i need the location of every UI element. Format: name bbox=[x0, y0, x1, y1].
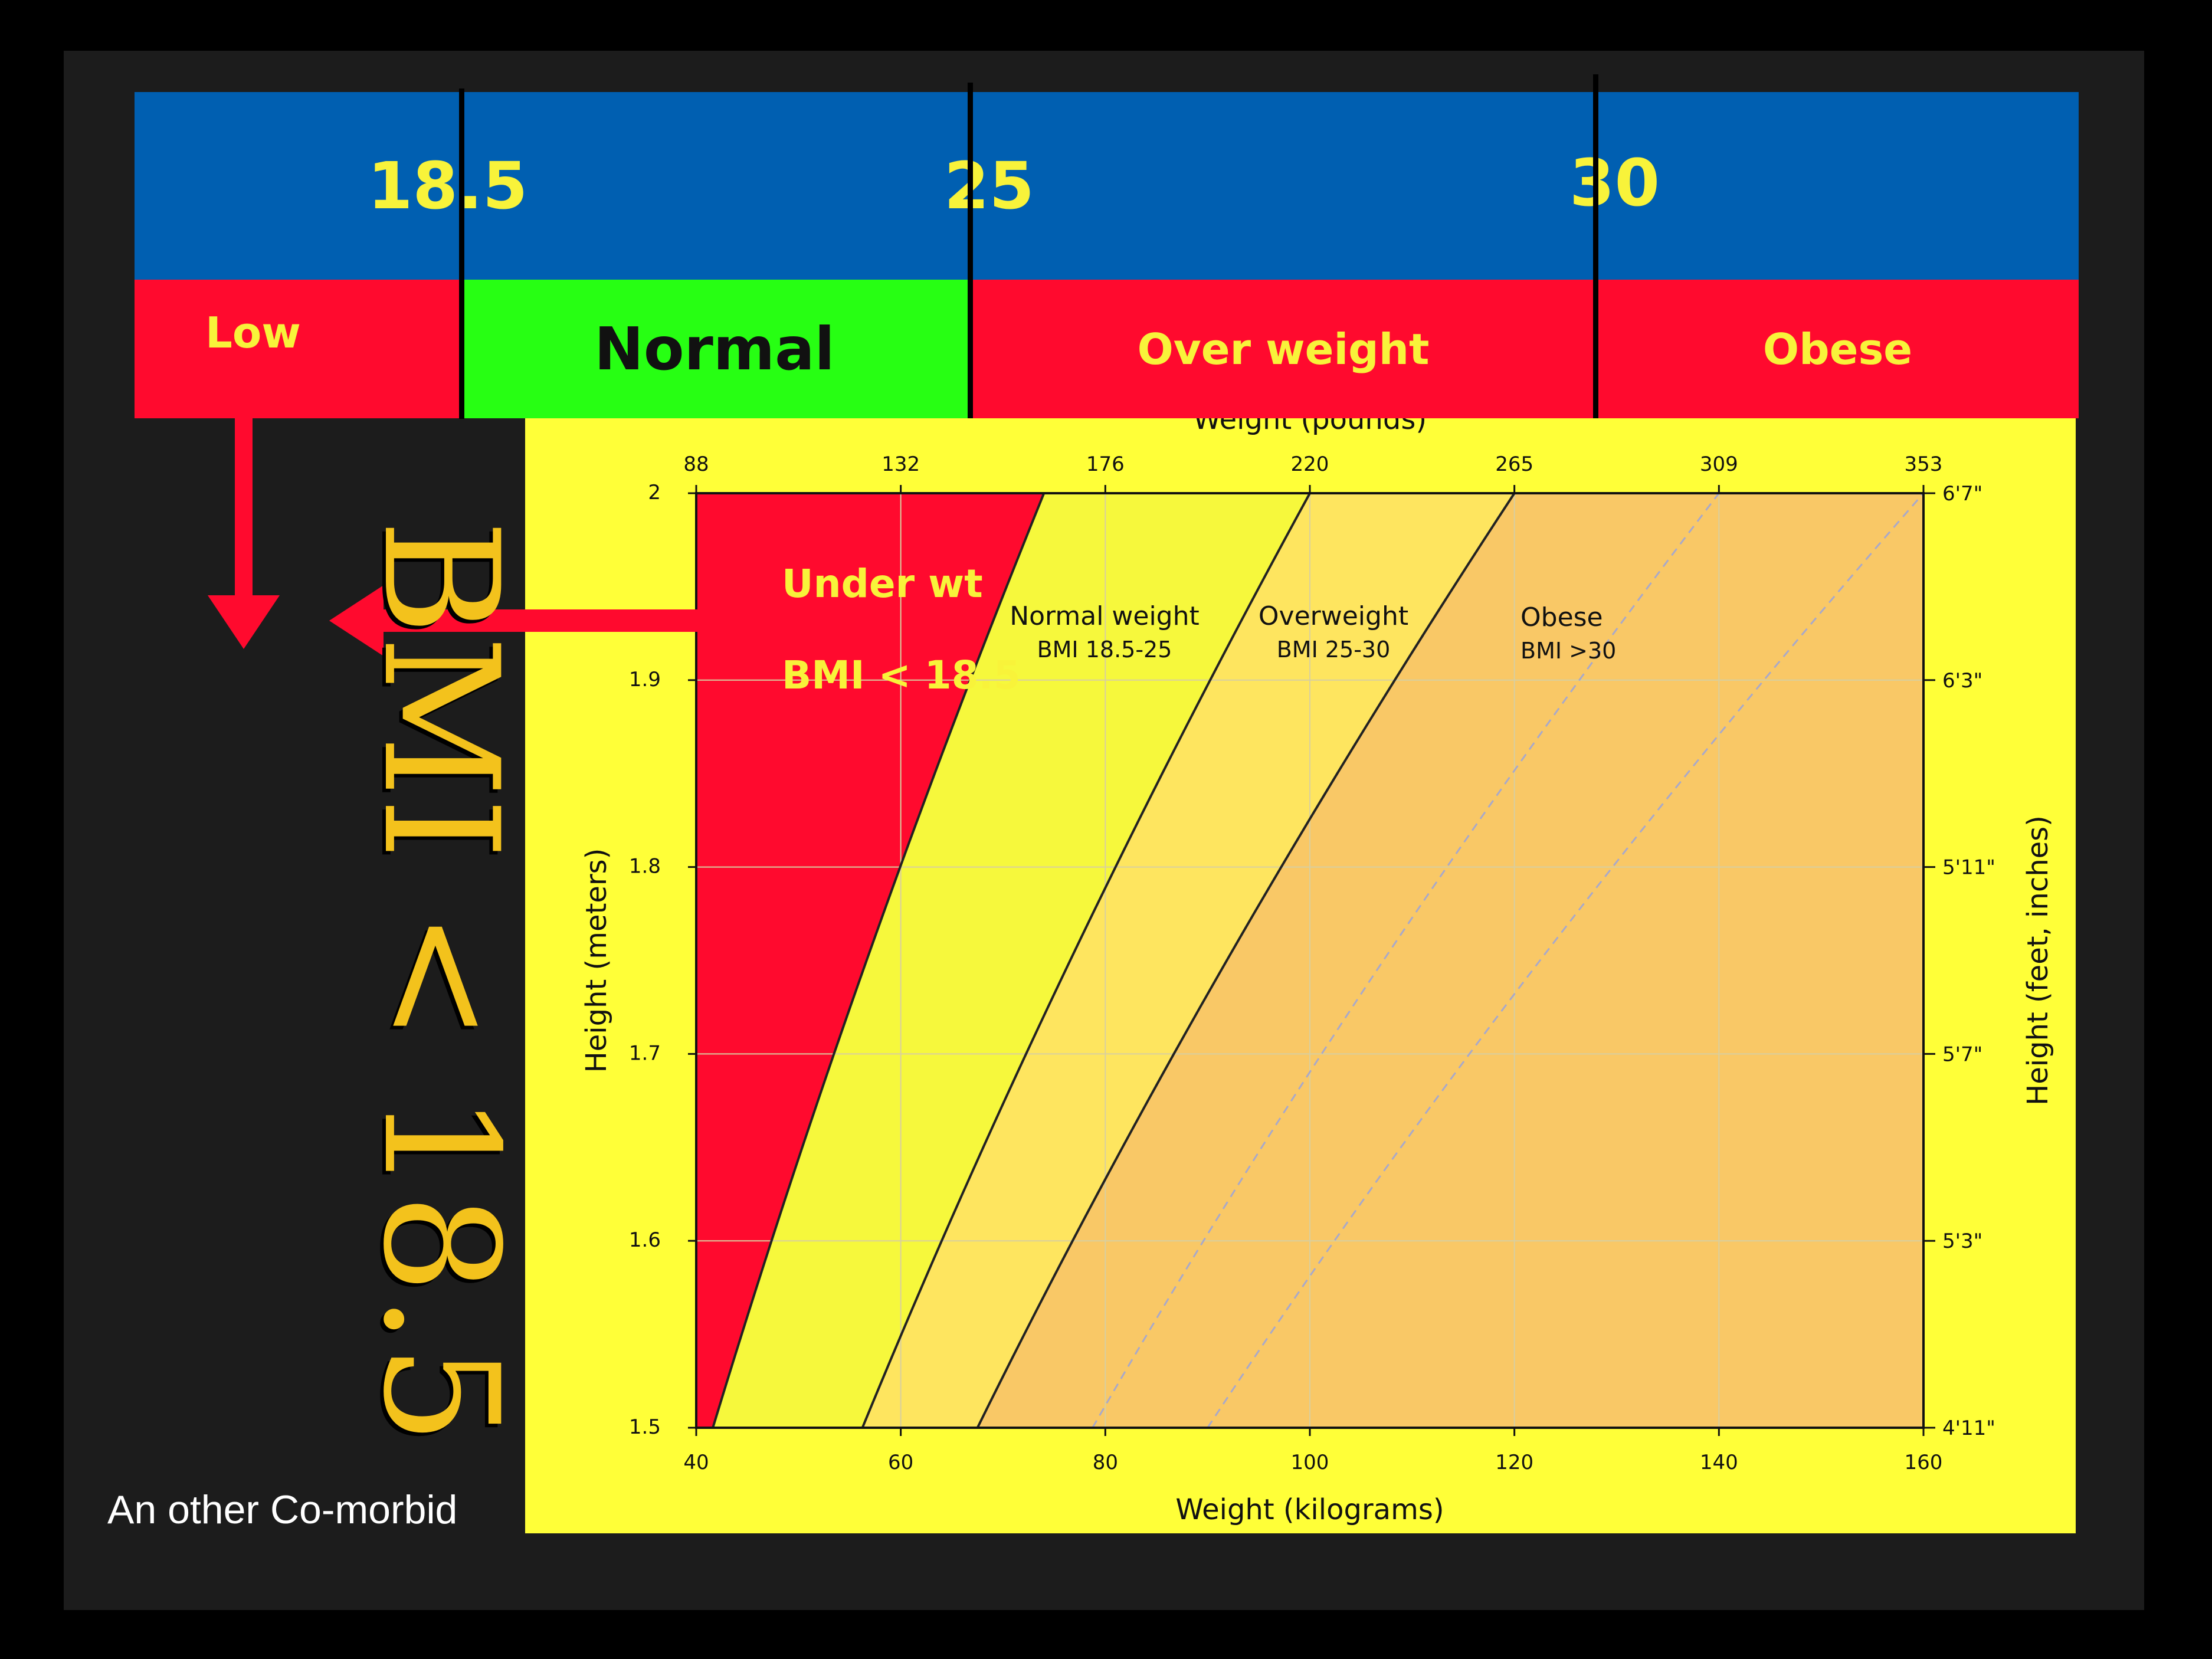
x2-tick-label-309: 309 bbox=[1700, 453, 1738, 476]
x2-tick-label-88: 88 bbox=[683, 453, 709, 476]
y2-tick-label-1.6: 5'3" bbox=[1942, 1230, 1982, 1253]
x2-tick-label-176: 176 bbox=[1086, 453, 1125, 476]
y-tick-label-2: 2 bbox=[648, 481, 661, 504]
bmi-line-30 bbox=[976, 493, 1516, 1428]
x-tick-label-40: 40 bbox=[683, 1451, 709, 1474]
bmi-scale-bar: 18.5 25 30 Low Normal Over weight Obese bbox=[135, 74, 2079, 419]
x2-tick-label-220: 220 bbox=[1291, 453, 1329, 476]
category-normal: Normal bbox=[459, 280, 970, 418]
y2-tick-label-2: 6'7" bbox=[1942, 482, 1982, 506]
bmi-line-25 bbox=[861, 493, 1311, 1428]
x2-tick-label-265: 265 bbox=[1495, 453, 1533, 476]
x-axis-title: Weight (kilograms) bbox=[1175, 1493, 1444, 1526]
y2-tick-label-1.5: 4'11" bbox=[1942, 1417, 1995, 1440]
x-tick-label-100: 100 bbox=[1291, 1451, 1329, 1474]
label-overweight-bmi: BMI 25-30 bbox=[1277, 637, 1391, 663]
label-overweight: Overweight bbox=[1259, 601, 1408, 631]
y2-axis-title: Height (feet, inches) bbox=[2021, 815, 2054, 1106]
bmi-chart: 40 60 80 100 120 140 160 88 132 176 220 265 309 353 1.… bbox=[525, 418, 2076, 1533]
plot-regions bbox=[696, 493, 1923, 1428]
label-obese-bmi: BMI >30 bbox=[1520, 638, 1616, 664]
x2-tick-label-353: 353 bbox=[1905, 453, 1943, 476]
category-obese: Obese bbox=[1597, 280, 2079, 418]
x-tick-label-120: 120 bbox=[1495, 1451, 1533, 1474]
region-normal-weight bbox=[713, 493, 1310, 1428]
divider-30 bbox=[1593, 74, 1598, 419]
y2-tick-label-1.8: 5'11" bbox=[1942, 856, 1995, 880]
divider-25 bbox=[968, 83, 973, 419]
y-axis-title: Height (meters) bbox=[580, 848, 613, 1073]
category-low: Low bbox=[135, 280, 459, 418]
label-normal-weight-bmi: BMI 18.5-25 bbox=[1037, 637, 1172, 663]
threshold-18-5: 18.5 bbox=[368, 148, 528, 224]
x-tick-label-140: 140 bbox=[1700, 1451, 1738, 1474]
x-tick-label-60: 60 bbox=[888, 1451, 913, 1474]
category-over-weight: Over weight bbox=[970, 280, 1597, 418]
bmi-dashed-40 bbox=[1207, 493, 1923, 1428]
x2-axis-title: Weight (pounds) bbox=[1193, 418, 1427, 436]
y-tick-label-1.6: 1.6 bbox=[629, 1228, 661, 1252]
y-tick-label-1.8: 1.8 bbox=[629, 855, 661, 878]
y2-tick-label-1.9: 6'3" bbox=[1942, 669, 1982, 693]
region-overweight bbox=[862, 493, 1515, 1428]
y-tick-label-1.9: 1.9 bbox=[629, 668, 661, 691]
y-tick-label-1.5: 1.5 bbox=[629, 1415, 661, 1439]
chart-svg: 40 60 80 100 120 140 160 88 132 176 220 265 309 353 1.… bbox=[580, 418, 2054, 1526]
bmi-under-18-5-label: BMI < 18.5 bbox=[348, 519, 532, 1445]
x-tick-label-160: 160 bbox=[1905, 1451, 1943, 1474]
y-tick-label-1.7: 1.7 bbox=[629, 1041, 661, 1065]
threshold-30: 30 bbox=[1569, 145, 1660, 221]
y2-tick-label-1.7: 5'7" bbox=[1942, 1042, 1982, 1066]
bmi-line-18.5 bbox=[712, 493, 1046, 1428]
region-obese bbox=[977, 493, 1923, 1428]
threshold-band bbox=[135, 92, 2079, 280]
label-under-wt: Under wt bbox=[782, 561, 983, 606]
region-under-wt bbox=[696, 493, 1044, 1428]
x2-tick-label-132: 132 bbox=[881, 453, 920, 476]
threshold-25: 25 bbox=[944, 148, 1035, 224]
divider-18-5 bbox=[459, 88, 464, 419]
label-obese: Obese bbox=[1520, 602, 1603, 632]
label-under-wt-bmi: BMI < 18.5 bbox=[782, 653, 1021, 698]
x-tick-label-80: 80 bbox=[1093, 1451, 1118, 1474]
label-normal-weight: Normal weight bbox=[1010, 601, 1200, 631]
footnote: An other Co-morbid bbox=[107, 1487, 458, 1532]
